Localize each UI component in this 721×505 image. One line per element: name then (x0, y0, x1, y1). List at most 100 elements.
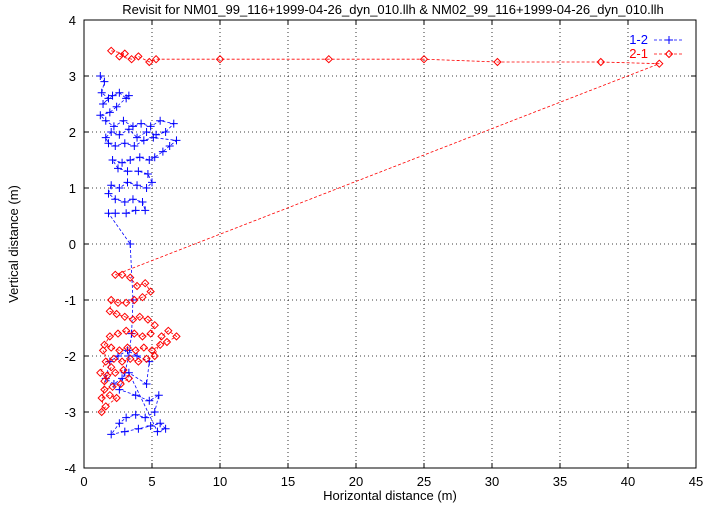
data-point (130, 142, 139, 150)
data-point (138, 292, 147, 302)
data-point (121, 298, 131, 308)
data-series (96, 46, 664, 439)
data-point (113, 329, 123, 338)
data-point (134, 52, 143, 61)
data-point (150, 320, 159, 330)
data-point (133, 181, 142, 190)
data-point (145, 156, 154, 164)
data-point (128, 315, 138, 324)
data-point (117, 357, 127, 366)
data-point (105, 390, 115, 400)
data-point (139, 136, 148, 145)
data-point (126, 240, 135, 248)
data-point (138, 198, 147, 206)
y-tick-label: -1 (64, 293, 76, 308)
data-point (131, 206, 140, 215)
data-point (98, 346, 108, 355)
data-point (150, 408, 159, 416)
data-point (112, 309, 121, 319)
x-tick-label: 0 (80, 474, 87, 489)
data-point (156, 419, 165, 428)
data-point (127, 54, 136, 64)
data-point (419, 54, 429, 64)
data-point (120, 49, 130, 58)
data-point (155, 340, 165, 350)
data-point (215, 54, 225, 64)
data-point (158, 147, 167, 156)
data-point (111, 270, 120, 280)
series-line (99, 50, 660, 414)
data-point (108, 91, 117, 100)
y-tick-label: 3 (69, 69, 76, 84)
data-point (131, 391, 140, 400)
data-point (153, 427, 162, 436)
data-point (116, 379, 125, 389)
y-tick-label: 4 (69, 13, 76, 28)
data-point (100, 385, 109, 394)
data-point (121, 326, 131, 336)
data-point (124, 374, 134, 383)
data-point (324, 54, 334, 64)
data-point (104, 209, 113, 218)
data-point (146, 122, 155, 131)
data-point (157, 332, 166, 341)
data-point (141, 413, 150, 422)
series-line (99, 75, 178, 436)
series-2-1 (96, 46, 664, 417)
data-point (124, 125, 133, 134)
data-point (128, 195, 137, 204)
data-point (126, 156, 135, 164)
data-point (145, 57, 154, 67)
data-point (111, 209, 120, 218)
data-point (120, 312, 130, 322)
data-point (112, 102, 121, 111)
data-point (106, 343, 116, 352)
gridlines (84, 20, 696, 468)
data-point (161, 424, 170, 433)
data-point (112, 393, 121, 403)
data-point (134, 167, 143, 176)
data-point (114, 164, 122, 173)
x-tick-label: 20 (349, 474, 363, 489)
series-1-2 (96, 72, 181, 439)
y-tick-label: 2 (69, 125, 76, 140)
data-point (115, 346, 124, 355)
data-point (107, 128, 116, 136)
data-point (105, 108, 114, 117)
data-point (104, 139, 113, 148)
data-point (172, 136, 181, 145)
data-point (133, 133, 142, 142)
data-point (96, 111, 105, 120)
data-point (124, 91, 133, 100)
legend-label: 1-2 (629, 32, 648, 47)
data-point (97, 88, 106, 97)
y-tick-label: -2 (64, 349, 76, 364)
data-point (130, 329, 139, 338)
data-point (142, 128, 151, 136)
data-point (115, 184, 124, 192)
data-point (131, 346, 140, 355)
data-point (134, 357, 143, 366)
data-point (123, 178, 132, 187)
y-tick-label: 1 (69, 181, 76, 196)
data-point (165, 142, 174, 150)
data-point (142, 380, 151, 388)
legend-marker (665, 36, 673, 44)
data-point (114, 352, 122, 360)
data-point (115, 130, 124, 139)
legend: 1-22-1 (629, 32, 684, 61)
data-point (156, 116, 165, 125)
data-point (108, 382, 117, 392)
legend-marker (664, 49, 674, 59)
data-point (172, 332, 181, 341)
data-point (493, 57, 502, 67)
data-point (138, 332, 147, 341)
data-point (108, 156, 117, 164)
data-point (146, 287, 155, 296)
data-point (154, 391, 163, 400)
data-point (596, 57, 606, 67)
data-point (111, 368, 120, 378)
data-point (97, 407, 106, 417)
data-point (113, 298, 123, 308)
